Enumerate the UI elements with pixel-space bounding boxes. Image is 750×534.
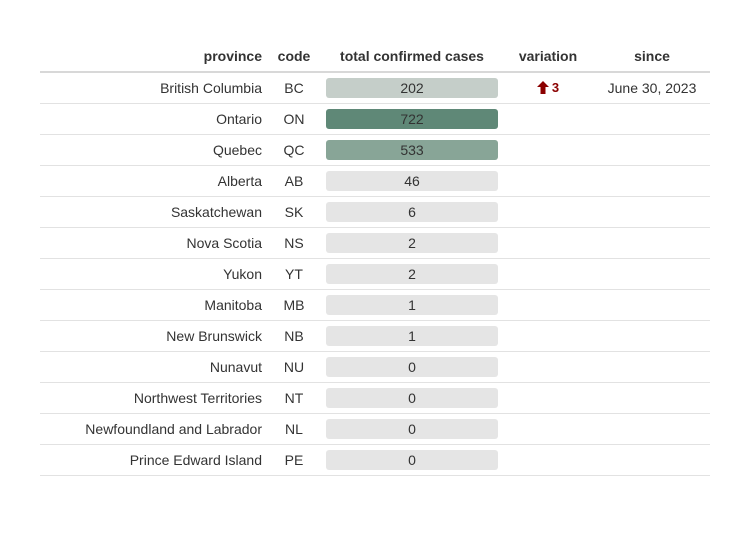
cases-cell: 722: [318, 109, 502, 129]
code-cell: BC: [270, 80, 318, 96]
table-header: province code total confirmed cases vari…: [40, 40, 710, 73]
table-row: Manitoba MB 1: [40, 290, 710, 321]
table-row: Nova Scotia NS 2: [40, 228, 710, 259]
table-row: Nunavut NU 0: [40, 352, 710, 383]
table-row: Yukon YT 2: [40, 259, 710, 290]
code-cell: ON: [270, 111, 318, 127]
code-cell: NS: [270, 235, 318, 251]
province-cell: New Brunswick: [40, 328, 270, 344]
header-province[interactable]: province: [40, 48, 270, 64]
cases-bar: 2: [326, 264, 498, 284]
cases-cell: 0: [318, 357, 502, 377]
table-row: Saskatchewan SK 6: [40, 197, 710, 228]
cases-cell: 533: [318, 140, 502, 160]
cases-cell: 0: [318, 450, 502, 470]
variation-cell: 3: [502, 80, 594, 97]
code-cell: NT: [270, 390, 318, 406]
header-code[interactable]: code: [270, 48, 318, 64]
province-cell: Newfoundland and Labrador: [40, 421, 270, 437]
cases-bar: 1: [326, 295, 498, 315]
province-cell: Saskatchewan: [40, 204, 270, 220]
cases-bar: 1: [326, 326, 498, 346]
table-row: Ontario ON 722: [40, 104, 710, 135]
code-cell: NL: [270, 421, 318, 437]
province-cell: Nova Scotia: [40, 235, 270, 251]
table-body: British Columbia BC 202 3 June 30, 2023 Ontar…: [40, 73, 710, 476]
cases-bar: 533: [326, 140, 498, 160]
header-cases[interactable]: total confirmed cases: [318, 48, 502, 64]
cases-cell: 2: [318, 264, 502, 284]
cases-table: province code total confirmed cases vari…: [40, 40, 710, 476]
cases-cell: 1: [318, 326, 502, 346]
province-cell: Nunavut: [40, 359, 270, 375]
province-cell: Northwest Territories: [40, 390, 270, 406]
code-cell: MB: [270, 297, 318, 313]
header-since[interactable]: since: [594, 48, 710, 64]
code-cell: AB: [270, 173, 318, 189]
arrow-up-icon: [537, 81, 549, 94]
province-cell: Yukon: [40, 266, 270, 282]
code-cell: PE: [270, 452, 318, 468]
header-variation[interactable]: variation: [502, 48, 594, 64]
code-cell: NU: [270, 359, 318, 375]
table-row: British Columbia BC 202 3 June 30, 2023: [40, 73, 710, 104]
table-row: Prince Edward Island PE 0: [40, 445, 710, 476]
province-cell: Ontario: [40, 111, 270, 127]
cases-bar: 46: [326, 171, 498, 191]
cases-cell: 46: [318, 171, 502, 191]
cases-cell: 2: [318, 233, 502, 253]
province-cell: Alberta: [40, 173, 270, 189]
table-row: Northwest Territories NT 0: [40, 383, 710, 414]
province-cell: Manitoba: [40, 297, 270, 313]
cases-cell: 1: [318, 295, 502, 315]
variation-value: 3: [537, 80, 559, 95]
cases-bar: 722: [326, 109, 498, 129]
code-cell: NB: [270, 328, 318, 344]
table-row: Quebec QC 533: [40, 135, 710, 166]
table-row: New Brunswick NB 1: [40, 321, 710, 352]
table-row: Newfoundland and Labrador NL 0: [40, 414, 710, 445]
variation-number: 3: [552, 80, 559, 95]
cases-cell: 6: [318, 202, 502, 222]
code-cell: YT: [270, 266, 318, 282]
since-cell: June 30, 2023: [594, 80, 710, 96]
cases-cell: 202: [318, 78, 502, 98]
cases-bar: 0: [326, 419, 498, 439]
cases-bar: 6: [326, 202, 498, 222]
province-cell: British Columbia: [40, 80, 270, 96]
cases-bar: 2: [326, 233, 498, 253]
code-cell: SK: [270, 204, 318, 220]
code-cell: QC: [270, 142, 318, 158]
province-cell: Quebec: [40, 142, 270, 158]
cases-bar: 202: [326, 78, 498, 98]
cases-cell: 0: [318, 388, 502, 408]
table-row: Alberta AB 46: [40, 166, 710, 197]
cases-bar: 0: [326, 450, 498, 470]
cases-bar: 0: [326, 388, 498, 408]
cases-cell: 0: [318, 419, 502, 439]
cases-bar: 0: [326, 357, 498, 377]
province-cell: Prince Edward Island: [40, 452, 270, 468]
